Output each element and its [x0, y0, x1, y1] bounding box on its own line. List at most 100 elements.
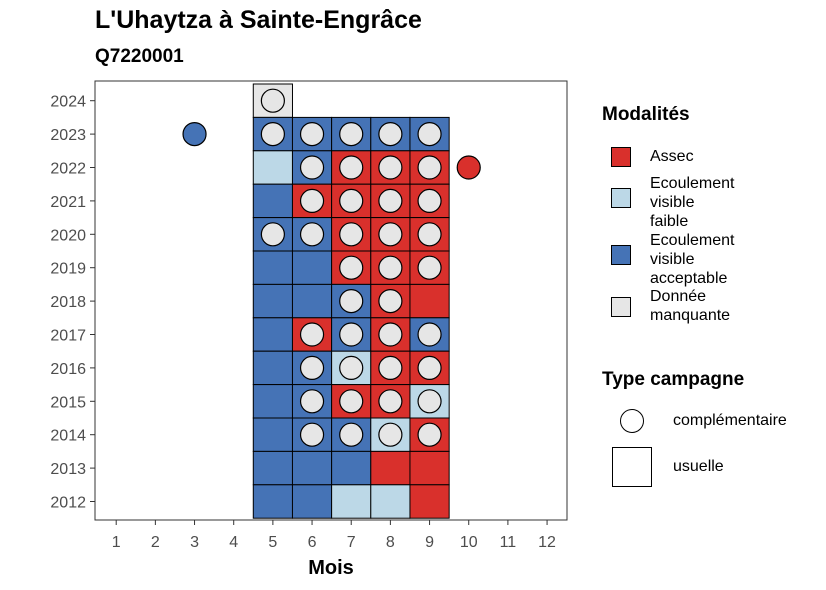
x-tick-label: 10: [460, 534, 478, 551]
complementaire-point: [339, 122, 364, 147]
legend-modalites-title: Modalités: [602, 104, 690, 125]
complementaire-point: [417, 322, 442, 347]
legend-circle-icon: [620, 409, 644, 433]
y-tick-label: 2024: [50, 94, 86, 111]
complementaire-point: [339, 355, 364, 380]
complementaire-point: [417, 222, 442, 247]
usuelle-cell: [252, 450, 293, 486]
legend-swatch: [611, 147, 631, 167]
legend-label: Assec: [650, 148, 694, 165]
y-tick-label: 2013: [50, 461, 86, 478]
complementaire-point: [417, 188, 442, 213]
usuelle-cell: [291, 450, 333, 486]
complementaire-point: [339, 389, 364, 414]
complementaire-point: [417, 155, 442, 180]
complementaire-point: [378, 155, 403, 180]
complementaire-point: [299, 422, 325, 447]
y-tick-label: 2019: [50, 261, 86, 278]
y-tick-label: 2016: [50, 361, 86, 378]
complementaire-point: [378, 222, 403, 247]
complementaire-point: [378, 322, 403, 347]
legend-label: Donnée: [650, 288, 707, 305]
usuelle-cell: [252, 484, 293, 519]
complementaire-point: [339, 255, 364, 280]
complementaire-point: [378, 122, 403, 147]
legend-label: faible: [650, 213, 689, 230]
usuelle-cell: [252, 350, 293, 386]
usuelle-cell: [252, 317, 293, 352]
complementaire-point: [299, 355, 325, 380]
usuelle-cell: [252, 384, 293, 419]
legend-swatch: [611, 297, 631, 317]
x-tick-label: 7: [347, 534, 356, 551]
usuelle-cell: [252, 150, 293, 185]
usuelle-cell: [370, 484, 411, 519]
y-tick-label: 2020: [50, 227, 86, 244]
complementaire-point: [182, 122, 207, 147]
chart-title: L'Uhaytza à Sainte-Engrâce: [95, 6, 422, 34]
x-tick-label: 9: [425, 534, 434, 551]
legend-label: complémentaire: [673, 412, 787, 429]
complementaire-point: [299, 389, 325, 414]
complementaire-point: [299, 122, 325, 147]
complementaire-point: [299, 222, 325, 247]
complementaire-point: [299, 188, 325, 213]
complementaire-point: [299, 155, 325, 180]
usuelle-cell: [409, 484, 450, 519]
usuelle-cell: [252, 283, 293, 319]
complementaire-point: [417, 355, 442, 380]
complementaire-point: [378, 255, 403, 280]
usuelle-cell: [252, 183, 293, 219]
complementaire-point: [260, 88, 285, 113]
usuelle-cell: [291, 484, 333, 519]
complementaire-point: [260, 122, 285, 147]
complementaire-point: [417, 422, 442, 447]
usuelle-cell: [291, 250, 333, 285]
x-axis: 1 2 3 4 5 6 7 8 9 10 11 12: [112, 520, 556, 551]
y-tick-label: 2014: [50, 428, 86, 445]
y-tick-label: 2022: [50, 161, 86, 178]
legend-swatch: [611, 245, 631, 265]
complementaire-point: [339, 289, 364, 314]
complementaire-point: [339, 322, 364, 347]
x-tick-label: 1: [112, 534, 121, 551]
complementaire-point: [456, 155, 481, 180]
legend-label: usuelle: [673, 458, 724, 475]
complementaire-point: [260, 222, 285, 247]
legend-label: Ecoulement: [650, 175, 735, 192]
usuelle-cell: [252, 417, 293, 452]
x-tick-label: 4: [229, 534, 238, 551]
chart-subtitle: Q7220001: [95, 46, 184, 67]
x-tick-label: 3: [190, 534, 199, 551]
legend-campagne-title: Type campagne: [602, 369, 745, 390]
legend-label: Ecoulement: [650, 232, 735, 249]
x-tick-label: 8: [386, 534, 395, 551]
usuelle-cell: [331, 450, 372, 486]
x-tick-label: 11: [500, 534, 517, 551]
complementaire-point: [378, 422, 403, 447]
x-tick-label: 6: [308, 534, 317, 551]
y-tick-label: 2018: [50, 294, 86, 311]
usuelle-cell: [370, 450, 411, 486]
legend-swatch: [611, 188, 631, 208]
complementaire-point: [417, 255, 442, 280]
complementaire-point: [378, 389, 403, 414]
complementaire-point: [417, 122, 442, 147]
y-tick-label: 2017: [50, 328, 86, 345]
x-tick-label: 5: [268, 534, 277, 551]
x-tick-label: 12: [538, 534, 556, 551]
plot-panel-border: [94, 80, 568, 521]
usuelle-cell: [331, 484, 372, 519]
legend-label: acceptable: [650, 270, 728, 287]
usuelle-cell: [252, 250, 293, 285]
complementaire-point: [339, 188, 364, 213]
y-tick-label: 2021: [50, 194, 86, 211]
legend-label: visible: [650, 251, 695, 268]
y-tick-label: 2023: [50, 127, 86, 144]
complementaire-point: [299, 322, 325, 347]
legend-label: visible: [650, 194, 695, 211]
complementaire-points-layer: [182, 88, 481, 447]
x-tick-label: 2: [151, 534, 160, 551]
y-tick-label: 2015: [50, 394, 86, 411]
